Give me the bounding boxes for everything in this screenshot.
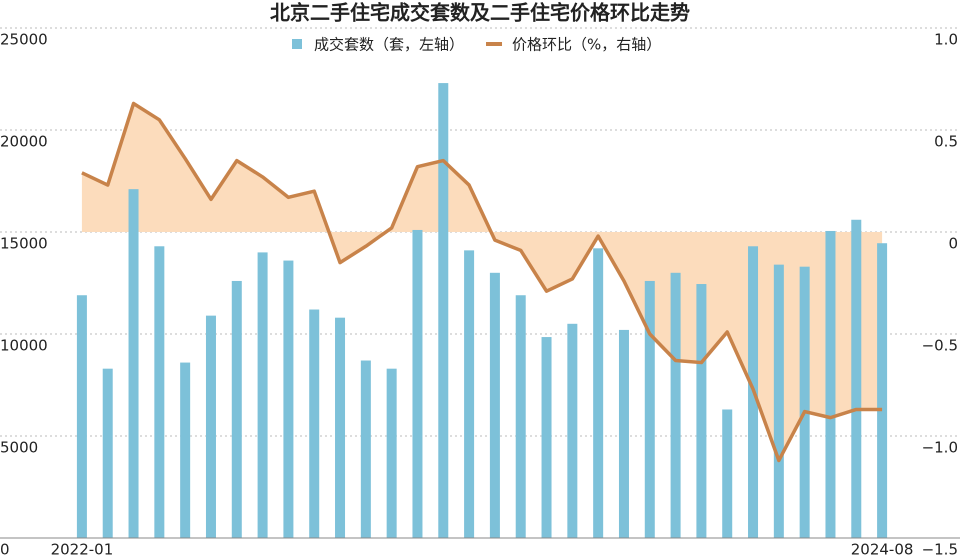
bar bbox=[644, 280, 655, 538]
legend-label: 价格环比（%，右轴） bbox=[512, 36, 661, 54]
line bbox=[81, 101, 883, 463]
bar bbox=[335, 317, 346, 538]
x-tick-label: 2022-01 bbox=[51, 541, 114, 559]
bar bbox=[722, 409, 733, 538]
y-tick-label: 15000 bbox=[0, 235, 48, 253]
bar bbox=[283, 260, 294, 538]
bar bbox=[541, 337, 552, 538]
y2-tick-label: −1.5 bbox=[922, 541, 958, 559]
y2-tick-label: −0.5 bbox=[922, 337, 958, 355]
y-tick-label: 25000 bbox=[0, 31, 48, 49]
bar bbox=[76, 295, 87, 538]
bar bbox=[567, 323, 578, 538]
bar bbox=[696, 284, 707, 538]
bar bbox=[128, 189, 139, 538]
bar bbox=[515, 295, 526, 538]
bar bbox=[360, 360, 371, 538]
y-tick-label: 10000 bbox=[0, 337, 48, 355]
y2-tick-label: 1.0 bbox=[934, 31, 958, 49]
y2-tick-label: 0 bbox=[948, 235, 958, 253]
legend-label: 成交套数（套，左轴） bbox=[314, 36, 464, 54]
bar bbox=[851, 219, 862, 538]
bar bbox=[464, 250, 475, 539]
y-tick-label: 0 bbox=[0, 541, 10, 559]
bar bbox=[309, 309, 320, 538]
bar bbox=[412, 229, 423, 538]
legend-swatch bbox=[292, 39, 302, 49]
chart-title: 北京二手住宅成交套数及二手住宅价格环比走势 bbox=[270, 1, 690, 25]
area bbox=[81, 103, 883, 461]
y2-tick-label: −1.0 bbox=[922, 439, 958, 457]
bar bbox=[231, 280, 242, 538]
y2-tick-label: 0.5 bbox=[934, 133, 958, 151]
bar bbox=[386, 368, 397, 538]
bar bbox=[618, 329, 629, 538]
y-tick-label: 5000 bbox=[0, 439, 38, 457]
x-tick-label: 2024-08 bbox=[851, 541, 914, 559]
bar bbox=[670, 272, 681, 538]
bar bbox=[154, 246, 165, 538]
bar bbox=[593, 248, 604, 538]
y-tick-label: 20000 bbox=[0, 133, 48, 151]
bar bbox=[799, 266, 810, 538]
bar bbox=[877, 243, 888, 538]
bar bbox=[773, 264, 784, 538]
bar bbox=[825, 230, 836, 539]
bar bbox=[438, 83, 449, 538]
bar bbox=[102, 368, 113, 538]
bar bbox=[205, 315, 216, 538]
bar bbox=[180, 362, 191, 538]
bar bbox=[489, 272, 500, 538]
bar bbox=[257, 252, 268, 538]
